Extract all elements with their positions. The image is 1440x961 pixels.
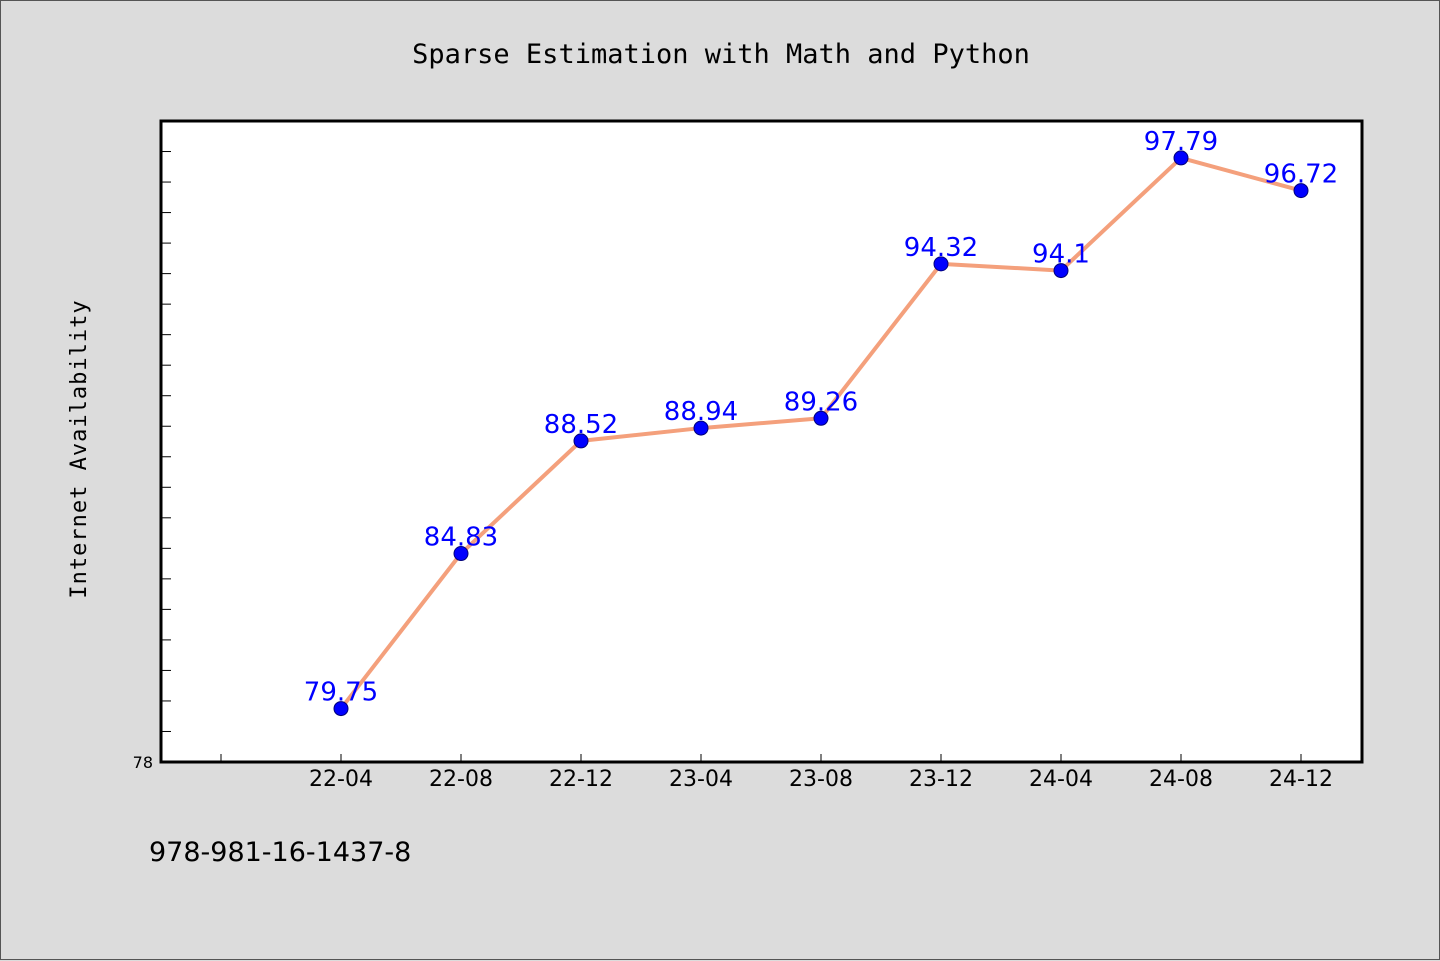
x-tick-label: 24-04 (1029, 767, 1093, 792)
data-point (813, 410, 829, 426)
data-label: 97.79 (1144, 127, 1218, 157)
data-point (1053, 263, 1069, 279)
plot-area (159, 119, 1364, 764)
data-label: 94.32 (904, 233, 978, 263)
data-label: 89.26 (784, 387, 858, 417)
x-tick-label: 22-08 (429, 767, 493, 792)
data-point (573, 433, 589, 449)
y-tick-label: 78 (133, 753, 153, 772)
data-label: 96.72 (1264, 160, 1338, 190)
x-tick-label: 22-12 (549, 767, 613, 792)
data-label: 88.52 (544, 410, 618, 440)
data-label: 88.94 (664, 397, 738, 427)
x-tick-label: 22-04 (309, 767, 373, 792)
x-axis: 22-04 22-08 22-12 23-04 23-08 23-12 24-04 24-08… (220, 754, 1333, 792)
data-labels: 79.75 84.83 88.52 88.94 89.26 94.32 94.1 97.79 9… (304, 127, 1338, 708)
x-tick-label: 24-12 (1269, 767, 1333, 792)
y-axis: 78 (133, 120, 171, 772)
x-tick-label: 24-08 (1149, 767, 1213, 792)
data-label: 94.1 (1032, 240, 1090, 270)
data-point (333, 701, 349, 717)
x-tick-label: 23-08 (789, 767, 853, 792)
chart-title: Sparse Estimation with Math and Python (412, 39, 1030, 70)
isbn-footnote: 978-981-16-1437-8 (149, 837, 412, 868)
data-point (453, 546, 469, 562)
data-point (1173, 150, 1189, 166)
series-layer (333, 150, 1309, 717)
data-label: 84.83 (424, 523, 498, 553)
data-point (933, 256, 949, 272)
data-label: 79.75 (304, 678, 378, 708)
y-axis-label: Internet Availability (67, 299, 92, 598)
x-tick-label: 23-04 (669, 767, 733, 792)
data-point (1293, 183, 1309, 199)
x-tick-label: 23-12 (909, 767, 973, 792)
data-point (693, 420, 709, 436)
